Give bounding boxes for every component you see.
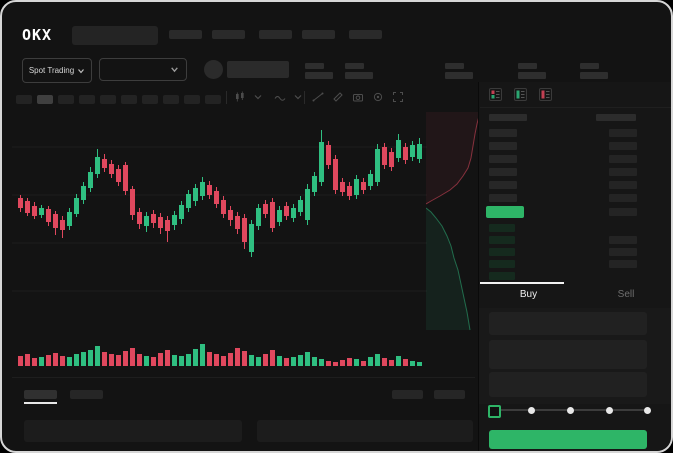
orders-action-skeleton[interactable] [392, 390, 423, 399]
orders-table-skeleton [24, 420, 242, 442]
ask-price-skeleton[interactable] [489, 194, 517, 202]
line-tool-icon[interactable] [312, 91, 324, 103]
chevron-down-icon [171, 67, 178, 73]
chevron-down-icon[interactable] [252, 91, 264, 103]
orders-tab[interactable] [70, 390, 103, 399]
interval-button[interactable] [100, 95, 116, 104]
fullscreen-icon[interactable] [392, 91, 404, 103]
nav-item-skeleton[interactable] [212, 30, 245, 39]
bid-amount-skeleton [609, 248, 637, 256]
chevron-down-icon [78, 68, 85, 73]
stat-label-skeleton [345, 63, 364, 69]
slider-stop[interactable] [566, 406, 574, 414]
nav-item-skeleton[interactable] [349, 30, 382, 39]
ask-price-skeleton[interactable] [489, 181, 517, 189]
section-divider [12, 377, 475, 378]
interval-button[interactable] [184, 95, 200, 104]
bid-price-skeleton[interactable] [489, 236, 515, 244]
toolbar-divider [304, 91, 305, 104]
interval-button[interactable] [121, 95, 137, 104]
nav-item-skeleton[interactable] [169, 30, 202, 39]
stat-label-skeleton [580, 63, 599, 69]
slider-handle[interactable] [488, 405, 501, 418]
orderbook-col-header-skeleton [596, 114, 636, 121]
ask-price-skeleton[interactable] [489, 142, 517, 150]
orderbook-header-divider [480, 107, 671, 108]
measure-icon[interactable] [332, 91, 344, 103]
ask-amount-skeleton [609, 142, 637, 150]
stat-label-skeleton [518, 63, 537, 69]
ask-amount-skeleton [609, 155, 637, 163]
stat-value-skeleton [305, 72, 333, 79]
orderbook-asks-icon[interactable] [539, 88, 552, 101]
okx-logo: OKX [22, 26, 53, 44]
active-tab-underline [480, 282, 564, 284]
bid-price-skeleton[interactable] [489, 260, 515, 268]
last-price-row[interactable] [486, 206, 524, 218]
market-type-label: Spot Trading [28, 66, 75, 75]
last-price-skeleton [227, 61, 289, 78]
interval-button[interactable] [16, 95, 32, 104]
total-input[interactable] [489, 372, 647, 397]
slider-stop[interactable] [605, 406, 613, 414]
candle-type-icon[interactable] [234, 91, 246, 103]
amount-input[interactable] [489, 340, 647, 369]
market-type-selector[interactable]: Spot Trading [22, 58, 92, 83]
slider-stop[interactable] [643, 406, 651, 414]
ask-price-skeleton[interactable] [489, 155, 517, 163]
orders-table-skeleton [257, 420, 473, 442]
stat-label-skeleton [445, 63, 464, 69]
interval-button[interactable] [79, 95, 95, 104]
bid-amount-skeleton [609, 260, 637, 268]
panel-divider [478, 82, 479, 451]
stat-value-skeleton [518, 72, 546, 79]
ask-amount-skeleton [609, 168, 637, 176]
stat-value-skeleton [580, 72, 608, 79]
compare-icon[interactable] [274, 91, 286, 103]
stat-value-skeleton [445, 72, 473, 79]
camera-icon[interactable] [352, 91, 364, 103]
pair-avatar [204, 60, 223, 79]
orders-tab-active[interactable] [24, 390, 57, 399]
chevron-down-icon[interactable] [292, 91, 304, 103]
tab-sell[interactable]: Sell [617, 289, 635, 300]
interval-button[interactable] [37, 95, 53, 104]
stat-value-skeleton [345, 72, 373, 79]
ask-amount-skeleton [609, 181, 637, 189]
interval-button[interactable] [205, 95, 221, 104]
bid-price-skeleton[interactable] [489, 272, 515, 280]
nav-item-skeleton[interactable] [259, 30, 292, 39]
nav-item-skeleton[interactable] [302, 30, 335, 39]
settings-icon[interactable] [372, 91, 384, 103]
interval-buttons [16, 95, 221, 104]
ask-price-skeleton[interactable] [489, 168, 517, 176]
last-price-amount-skeleton [609, 208, 637, 216]
toolbar-divider [226, 91, 227, 104]
buy-button[interactable] [489, 430, 647, 449]
slider-stop[interactable] [527, 406, 535, 414]
ask-amount-skeleton [609, 129, 637, 137]
ask-price-skeleton[interactable] [489, 129, 517, 137]
depth-chart [426, 112, 480, 331]
search-input[interactable] [72, 26, 158, 45]
stat-label-skeleton [305, 63, 324, 69]
tab-buy[interactable]: Buy [519, 289, 538, 300]
orderbook-col-header-skeleton [489, 114, 527, 121]
interval-button[interactable] [142, 95, 158, 104]
orderbook-bids-icon[interactable] [514, 88, 527, 101]
price-input[interactable] [489, 312, 647, 335]
bid-price-skeleton[interactable] [489, 248, 515, 256]
interval-button[interactable] [58, 95, 74, 104]
interval-button[interactable] [163, 95, 179, 104]
candlestick-chart [12, 130, 427, 366]
ask-amount-skeleton [609, 194, 637, 202]
orders-tab-underline [24, 402, 57, 404]
pair-selector[interactable] [99, 58, 187, 81]
bid-amount-skeleton [609, 236, 637, 244]
bid-price-skeleton[interactable] [489, 224, 515, 232]
orderbook-combined-icon[interactable] [489, 88, 502, 101]
orders-action-skeleton[interactable] [434, 390, 465, 399]
